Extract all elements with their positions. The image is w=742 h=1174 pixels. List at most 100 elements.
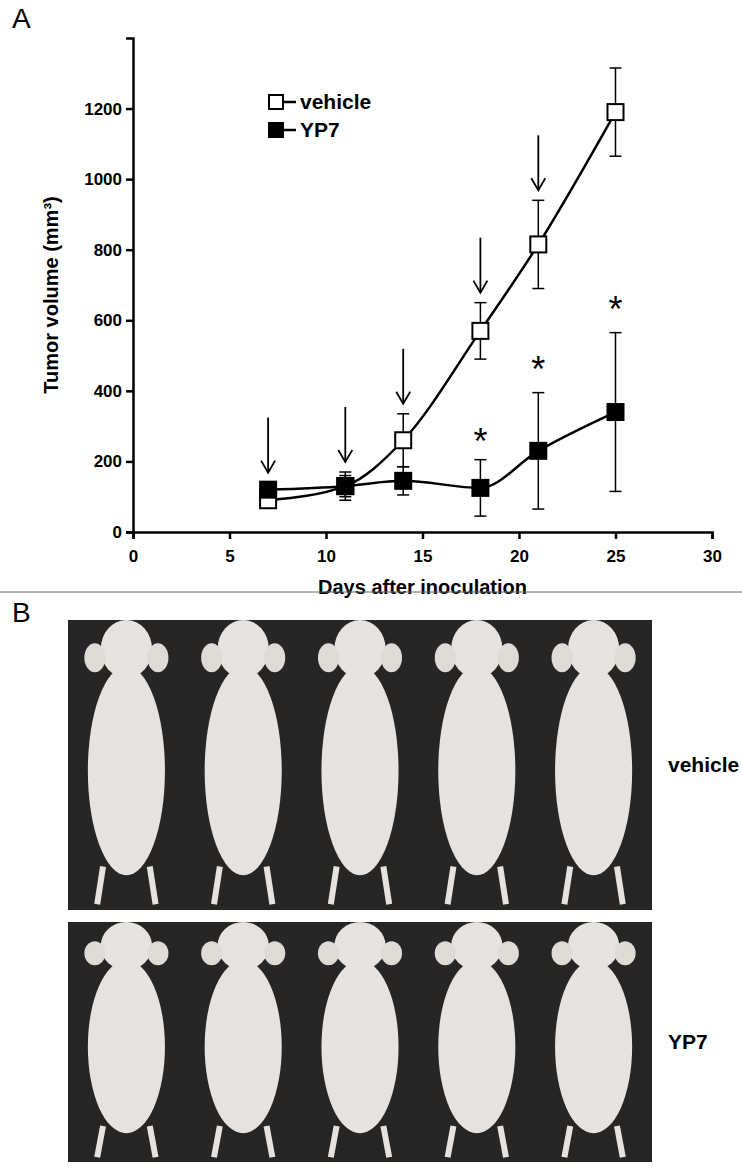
legend-entry: vehicle	[268, 90, 371, 113]
mouse-head	[101, 922, 152, 970]
plot-area	[260, 68, 623, 516]
x-tick-label: 0	[129, 547, 138, 566]
error-bar-cap	[610, 155, 622, 157]
treatment-arrow	[531, 135, 545, 190]
mouse-body	[555, 960, 632, 1133]
panel-label: B	[12, 597, 31, 628]
x-tick-label: 30	[703, 547, 722, 566]
photo	[68, 922, 652, 1162]
error-bar-cap	[339, 471, 351, 473]
arrow-head	[338, 450, 352, 462]
mouse	[318, 922, 402, 1157]
marker	[530, 443, 546, 459]
legend-entry: YP7	[268, 118, 340, 141]
marker	[472, 480, 488, 496]
x-tick-mark	[518, 532, 521, 539]
y-tick-mark	[126, 320, 133, 323]
mouse-body	[321, 666, 398, 875]
x-tick-mark	[615, 532, 618, 539]
mouse	[552, 922, 636, 1157]
mouse-ear	[318, 643, 339, 672]
arrow-shaft	[402, 349, 404, 404]
arrow-head	[261, 461, 275, 473]
photo-label: vehicle	[668, 753, 739, 776]
mouse-head	[218, 620, 269, 678]
mouse-ear	[615, 643, 636, 672]
mouse-body	[438, 960, 515, 1133]
y-tick-mark	[126, 461, 133, 464]
mouse-ear	[498, 643, 519, 672]
x-tick-mark	[422, 532, 425, 539]
x-tick-label: 15	[414, 547, 433, 566]
mouse-head	[568, 620, 619, 678]
arrow-shaft	[537, 135, 539, 190]
x-tick: 30	[703, 532, 722, 566]
mouse	[435, 620, 519, 904]
mouse-leg	[448, 867, 454, 905]
error-bar-cap	[397, 466, 409, 468]
x-axis-title: Days after inoculation	[318, 576, 527, 598]
treatment-arrow	[338, 407, 352, 462]
mouse-ear	[615, 941, 636, 965]
y-tick: 200	[94, 452, 133, 471]
arrow-head	[531, 178, 545, 190]
mouse-leg	[150, 867, 156, 905]
legend: vehicle YP7	[268, 90, 371, 141]
mouse-ear	[381, 941, 402, 965]
y-tick-mark	[126, 249, 133, 252]
x-axis-line	[134, 533, 713, 540]
x-tick-mark	[229, 532, 232, 539]
mouse-leg	[97, 1126, 103, 1157]
mouse-leg	[500, 867, 506, 905]
y-tick-label: 600	[94, 311, 122, 330]
error-bar-cap	[610, 332, 622, 334]
mouse-leg	[150, 1126, 156, 1157]
x-tick: 10	[317, 532, 336, 566]
y-axis-title: Tumor volume (mm³)	[40, 196, 62, 393]
legend-label: YP7	[300, 118, 340, 141]
mouse-ear	[264, 643, 285, 672]
y-tick: 1000	[84, 170, 133, 189]
marker	[608, 104, 624, 120]
x-tick: 20	[510, 532, 529, 566]
series-line	[268, 412, 615, 490]
y-tick-label: 1000	[84, 170, 122, 189]
mouse-head	[451, 620, 502, 678]
significance-star: *	[473, 421, 487, 462]
mouse-body	[88, 960, 165, 1133]
x-tick-mark	[325, 532, 328, 539]
error-bar-cap	[532, 508, 544, 510]
x-tick-mark	[711, 532, 714, 539]
mouse	[201, 620, 285, 904]
mouse-ear	[201, 941, 222, 965]
x-tick: 5	[225, 532, 234, 566]
error-bar-cap	[397, 466, 409, 468]
x-tick: 0	[129, 532, 138, 566]
mouse-leg	[383, 867, 389, 905]
y-tick-label: 800	[94, 241, 122, 260]
mouse	[435, 922, 519, 1157]
error-bar-cap	[474, 358, 486, 360]
mouse-leg	[97, 867, 103, 905]
mouse-ear	[552, 941, 573, 965]
error-bar-cap	[397, 413, 409, 415]
mouse-leg	[214, 867, 220, 905]
mouse-leg	[564, 867, 570, 905]
mouse-body	[321, 960, 398, 1133]
error-bar-cap	[610, 491, 622, 493]
marker	[530, 236, 546, 252]
mouse-body	[88, 666, 165, 875]
error-bar-cap	[474, 515, 486, 517]
y-tick-mark	[126, 390, 133, 393]
mouse-ear	[147, 941, 168, 965]
marker	[395, 432, 411, 448]
mouse-ear	[381, 643, 402, 672]
arrow-shaft	[479, 238, 481, 293]
figure: A051015202530020040060080010001200Days a…	[0, 0, 742, 1174]
arrow-head	[396, 392, 410, 404]
x-tick-label: 20	[510, 547, 529, 566]
y-axis-line	[126, 39, 134, 533]
photo	[68, 620, 652, 910]
photo-background	[68, 922, 652, 1162]
mouse-leg	[267, 1126, 273, 1157]
